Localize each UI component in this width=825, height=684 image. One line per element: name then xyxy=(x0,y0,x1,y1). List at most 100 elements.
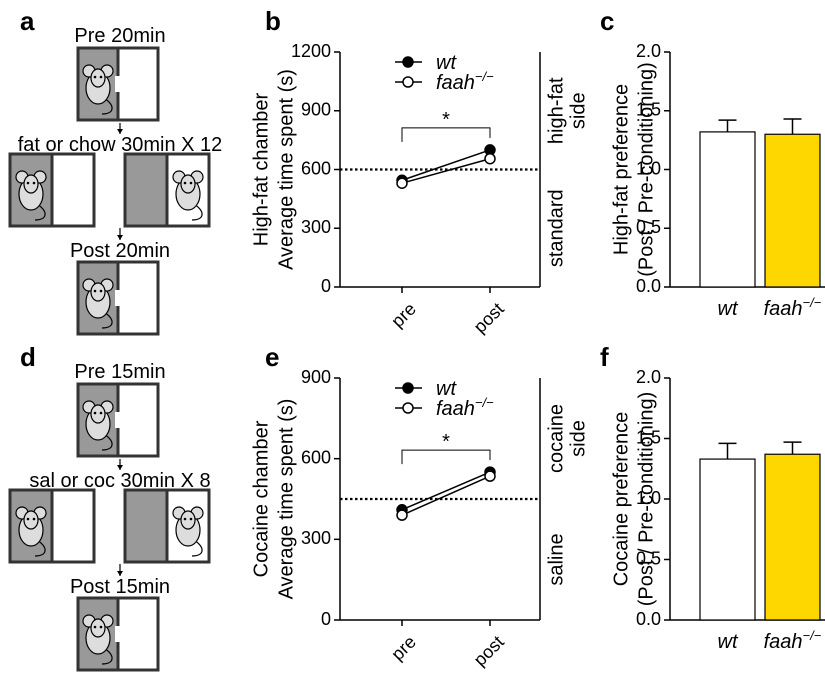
y-tick-label: 1.0 xyxy=(636,158,661,178)
legend-label-main: faah xyxy=(436,72,475,94)
y-tick-label: 1200 xyxy=(291,41,331,61)
arrow-head xyxy=(117,129,123,134)
side-label: side xyxy=(567,420,589,457)
y-tick-label: 900 xyxy=(301,367,331,387)
data-point xyxy=(484,470,496,482)
door xyxy=(115,290,121,306)
panel-letter: a xyxy=(20,6,35,36)
y-tick-label: 600 xyxy=(301,158,331,178)
series-line xyxy=(401,158,491,184)
mouse xyxy=(172,506,204,557)
x-tick-label: post xyxy=(470,299,508,337)
legend-label: wt xyxy=(436,52,457,74)
mouse-eye xyxy=(93,75,97,79)
x-tick-label: faah−/− xyxy=(764,628,822,653)
legend-label: faah−/− xyxy=(436,69,494,94)
side-label: side xyxy=(567,92,589,129)
arrow-head xyxy=(117,465,123,470)
pre-label: Pre 15min xyxy=(74,361,165,383)
series-line xyxy=(401,149,491,181)
mouse-head xyxy=(90,68,106,88)
data-point xyxy=(484,152,496,165)
series-line xyxy=(401,471,491,511)
error-bar xyxy=(783,118,802,135)
x-tick-label-main: faah xyxy=(764,631,803,653)
mouse-eye xyxy=(189,181,193,185)
y-axis-label: High-fat preference xyxy=(610,84,632,255)
mouse xyxy=(82,400,114,451)
y-tick-label: 2.0 xyxy=(636,41,661,61)
legend-marker xyxy=(402,402,414,414)
mouse-eye xyxy=(26,181,30,185)
x-tick-label: pre xyxy=(387,299,420,332)
door xyxy=(115,412,121,428)
mouse-eye xyxy=(93,625,97,629)
mouse-eye xyxy=(32,181,36,185)
y-axis-label: Average time spent (s) xyxy=(275,399,297,600)
x-tick-label: wt xyxy=(718,298,739,320)
y-tick-label: 0 xyxy=(321,609,331,629)
mouse xyxy=(15,170,47,221)
mouse-head xyxy=(23,174,39,194)
legend-label-main: wt xyxy=(436,378,457,400)
side-label: saline xyxy=(545,533,567,585)
y-axis-label: (Post / Pre-conditioning) xyxy=(635,392,657,607)
x-tick-label-sup: −/− xyxy=(803,295,822,310)
y-tick-label: 0.5 xyxy=(636,217,661,237)
mouse-eye xyxy=(99,289,103,293)
y-tick-label: 1.0 xyxy=(636,488,661,508)
data-point xyxy=(396,509,408,521)
mouse-eye xyxy=(99,411,103,415)
y-axis-label: Cocaine preference xyxy=(610,412,632,587)
legend-marker xyxy=(402,382,414,394)
legend-label-main: faah xyxy=(436,398,475,420)
y-tick-label: 0 xyxy=(321,276,331,296)
side-label: high-fat xyxy=(545,77,567,144)
panel-letter: f xyxy=(600,342,609,372)
pre-label: Pre 20min xyxy=(74,25,165,47)
x-tick-label-main: faah xyxy=(764,298,803,320)
mouse-eye xyxy=(183,181,187,185)
door xyxy=(115,626,121,642)
x-tick-label: wt xyxy=(718,631,739,653)
door xyxy=(115,76,121,92)
y-tick-label: 600 xyxy=(301,447,331,467)
error-bar xyxy=(718,119,737,132)
chamber-gray xyxy=(125,154,167,226)
panel-letter: e xyxy=(265,342,279,372)
legend-marker xyxy=(402,76,414,88)
mouse-head xyxy=(23,510,39,530)
x-tick-label: pre xyxy=(387,632,420,665)
x-tick-label: faah−/− xyxy=(764,295,822,320)
mouse xyxy=(82,614,114,665)
y-tick-label: 1.5 xyxy=(636,100,661,120)
error-bar xyxy=(783,441,802,455)
mouse-head xyxy=(90,282,106,302)
mouse-eye xyxy=(99,625,103,629)
legend-label-main: wt xyxy=(436,52,457,74)
x-tick-label-main: wt xyxy=(718,298,739,320)
y-tick-label: 300 xyxy=(301,528,331,548)
y-tick-label: 900 xyxy=(301,100,331,120)
y-tick-label: 300 xyxy=(301,217,331,237)
y-axis-label: High-fat chamber xyxy=(250,92,272,246)
y-tick-label: 0.0 xyxy=(636,609,661,629)
bar xyxy=(699,458,756,621)
post-label: Post 20min xyxy=(70,240,170,262)
mouse-eye xyxy=(93,289,97,293)
mouse-head xyxy=(90,618,106,638)
y-tick-label: 1.5 xyxy=(636,427,661,447)
mouse-head xyxy=(180,510,196,530)
significance-star: * xyxy=(442,431,450,453)
significance-bracket xyxy=(401,449,491,465)
y-tick-label: 0.0 xyxy=(636,276,661,296)
x-tick-label: post xyxy=(470,632,508,670)
legend-marker xyxy=(402,56,414,68)
x-tick-label-main: wt xyxy=(718,631,739,653)
data-point xyxy=(396,177,408,189)
significance-star: * xyxy=(442,109,450,131)
y-axis-label: Average time spent (s) xyxy=(275,69,297,270)
conditioning-label: fat or chow 30min X 12 xyxy=(18,134,223,156)
mouse-eye xyxy=(99,75,103,79)
